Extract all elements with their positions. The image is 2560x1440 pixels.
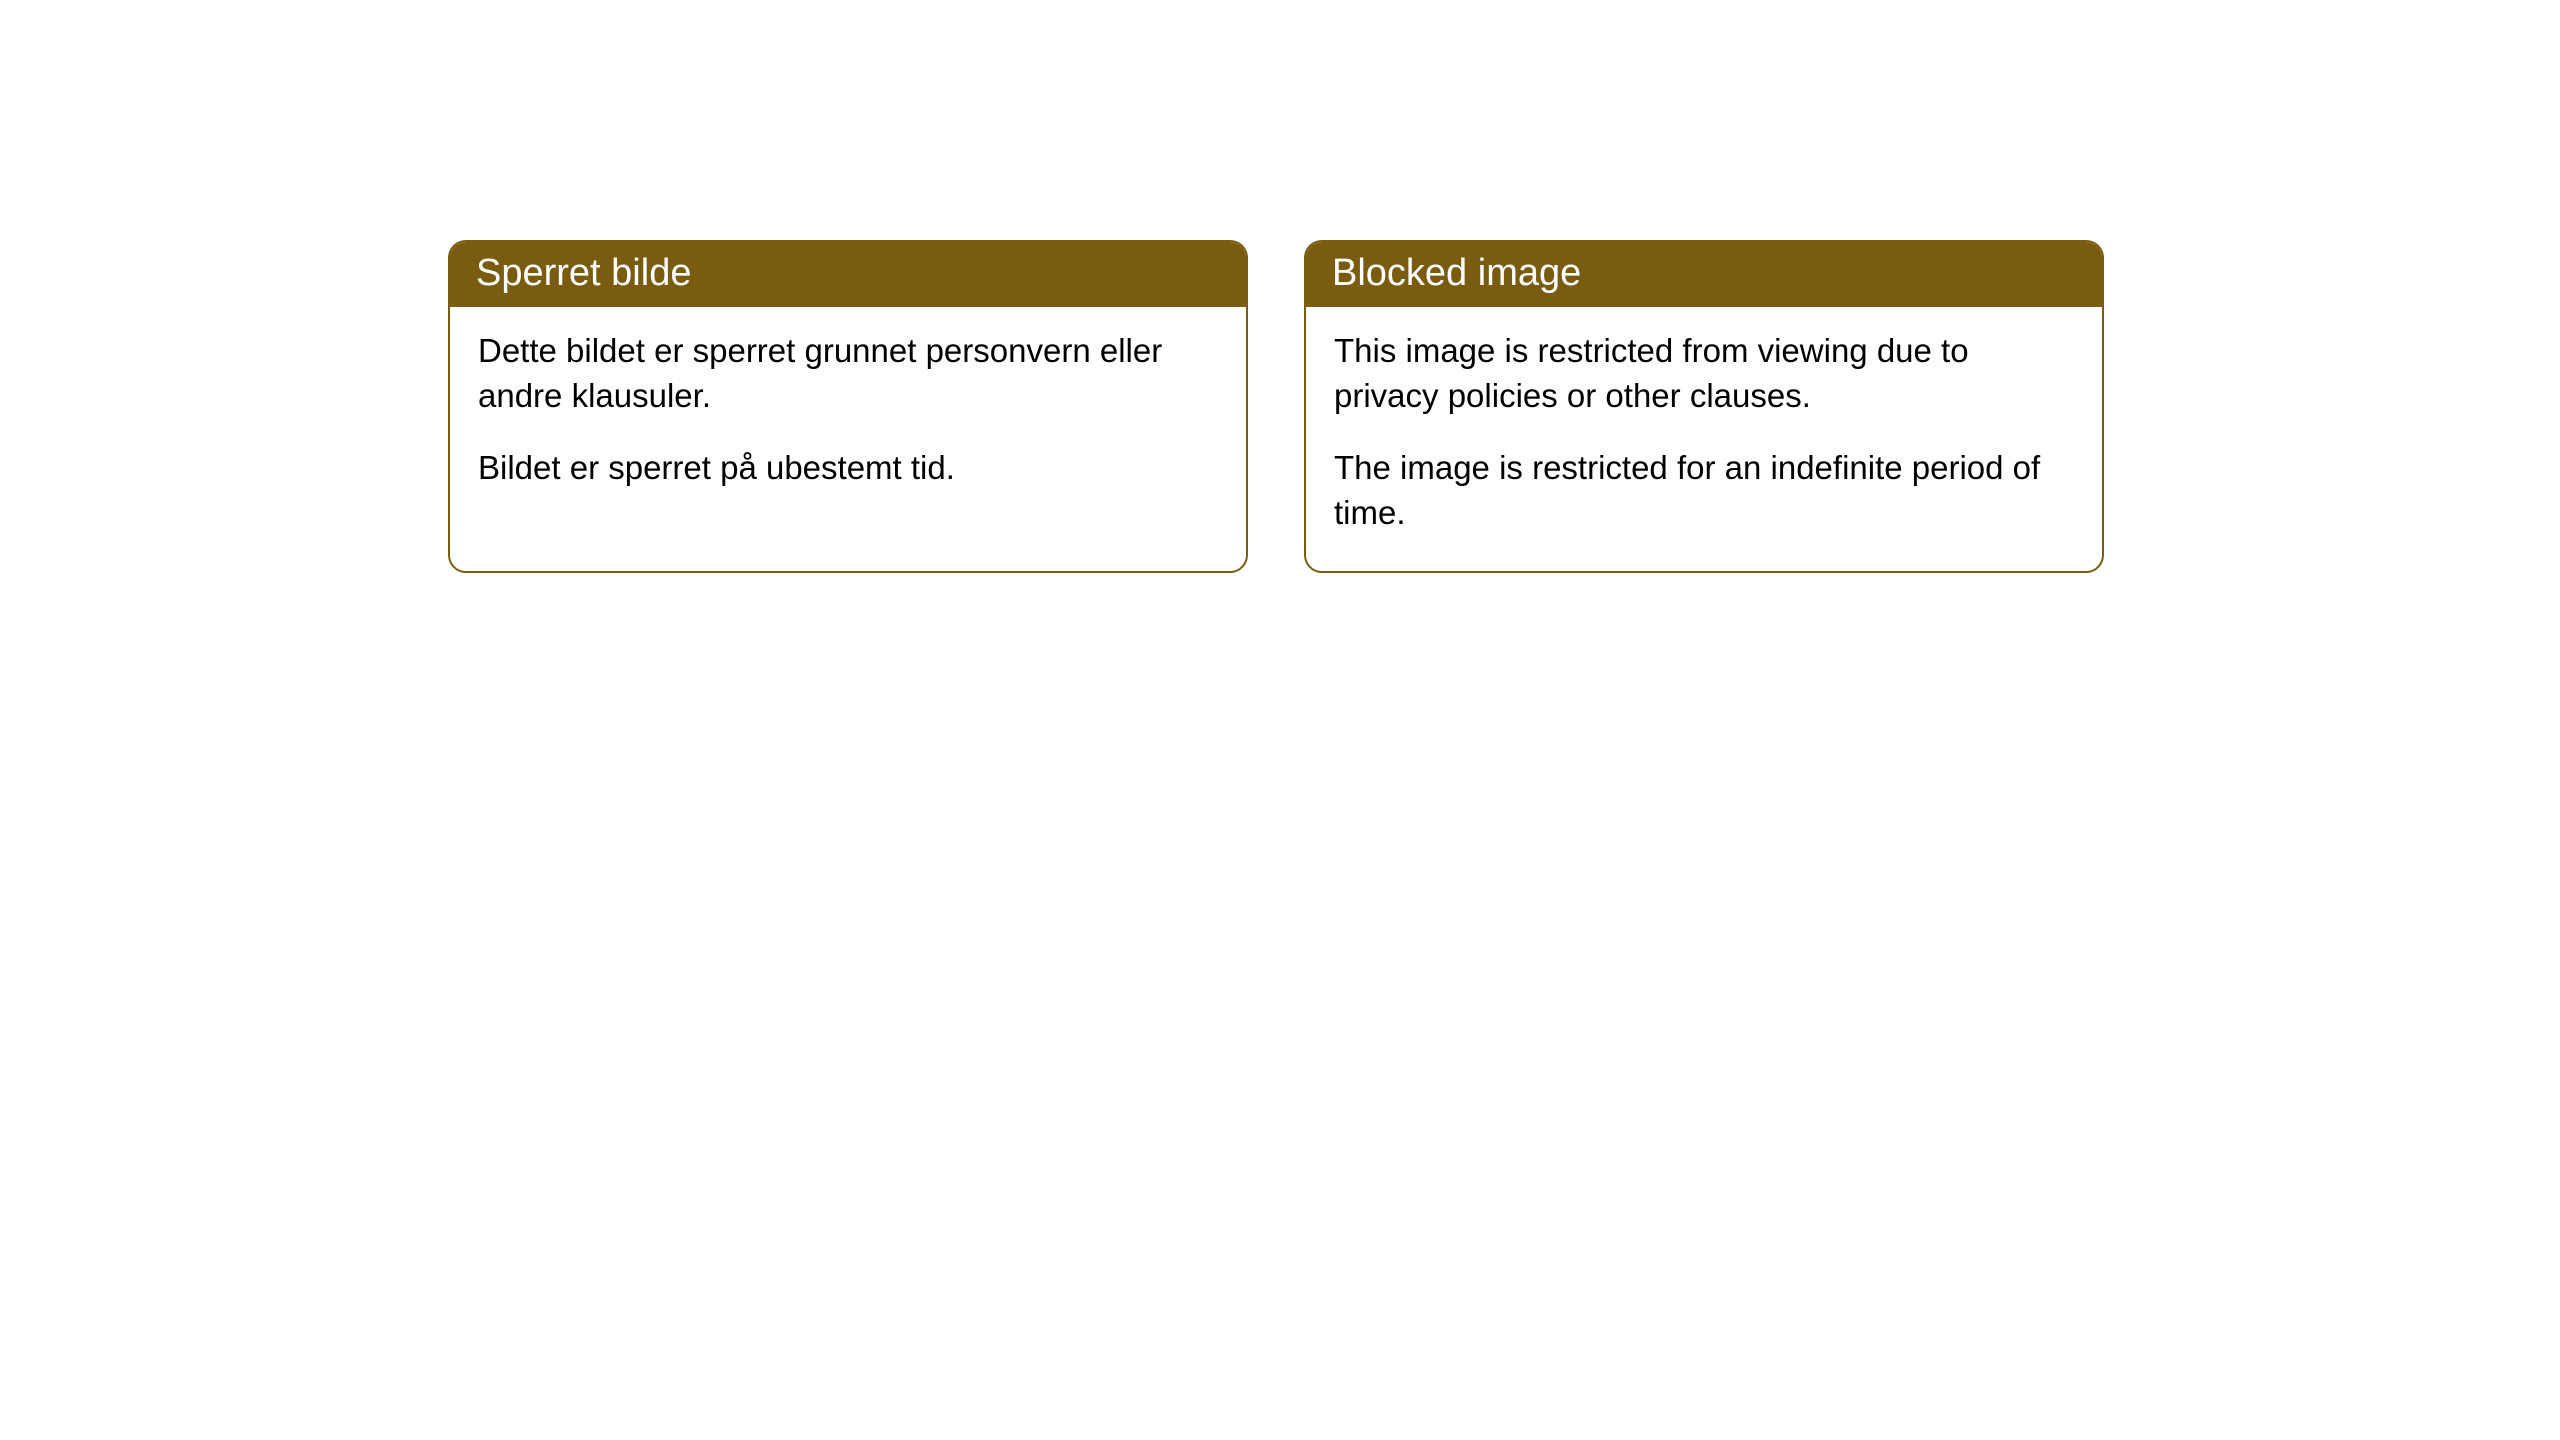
card-body: This image is restricted from viewing du… [1306,307,2102,571]
card-header: Blocked image [1306,242,2102,307]
card-paragraph: Bildet er sperret på ubestemt tid. [478,446,1218,491]
notice-card-norwegian: Sperret bilde Dette bildet er sperret gr… [448,240,1248,573]
card-title: Blocked image [1332,252,1581,294]
card-header: Sperret bilde [450,242,1246,307]
card-paragraph: This image is restricted from viewing du… [1334,329,2074,418]
card-body: Dette bildet er sperret grunnet personve… [450,307,1246,527]
card-title: Sperret bilde [476,252,691,294]
notice-cards-container: Sperret bilde Dette bildet er sperret gr… [0,0,2560,573]
card-paragraph: The image is restricted for an indefinit… [1334,446,2074,535]
card-paragraph: Dette bildet er sperret grunnet personve… [478,329,1218,418]
notice-card-english: Blocked image This image is restricted f… [1304,240,2104,573]
